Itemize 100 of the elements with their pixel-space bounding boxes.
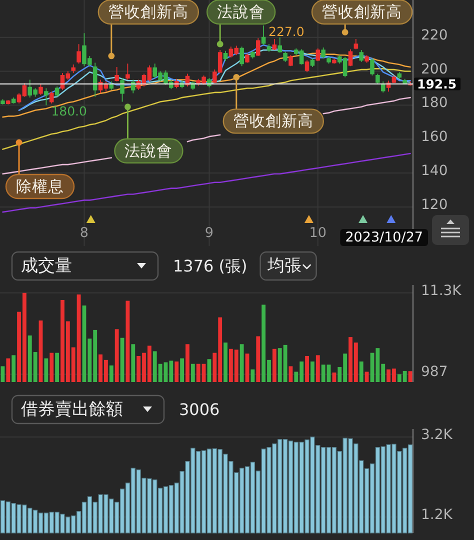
x-tick-label: 8: [80, 225, 89, 241]
y-tick-label: 3.2K: [421, 427, 454, 443]
chart-subtitle: 1376 (張): [173, 256, 248, 276]
candlestick: [261, 25, 266, 46]
candlestick: [283, 51, 288, 62]
y-tick-label: 160: [421, 129, 448, 146]
candlestick: [354, 38, 358, 50]
candlestick: [223, 50, 228, 62]
candlestick: [38, 84, 43, 96]
bar: [44, 358, 48, 382]
y-tick-label: 220: [421, 27, 448, 44]
candlestick: [278, 36, 282, 54]
annotation: 2023/10/27: [345, 230, 423, 246]
candlestick: [392, 75, 396, 84]
bar: [12, 355, 16, 382]
candlestick: [49, 91, 54, 104]
bar: [0, 366, 5, 382]
bar: [109, 365, 114, 382]
candlestick: [326, 56, 331, 64]
candlestick: [380, 80, 386, 93]
candlestick: [250, 50, 255, 59]
y-tick-label: 200: [421, 61, 448, 78]
candlestick: [321, 47, 326, 59]
bar: [190, 364, 195, 382]
data-label: 營收創新高: [322, 3, 402, 21]
point: [216, 40, 224, 48]
candlestick: [332, 58, 336, 64]
y-tick-label: 987: [421, 364, 448, 380]
candlestick: [348, 48, 353, 67]
point: [16, 139, 22, 146]
chart-subtitle: 3006: [179, 400, 220, 419]
bar: [186, 344, 190, 382]
text: 180.0: [51, 104, 87, 119]
candlestick: [376, 73, 380, 84]
bar: [250, 369, 255, 382]
chart-title: 借券賣出餘額: [21, 400, 123, 420]
candlestick: [266, 44, 272, 52]
candlestick: [92, 62, 98, 98]
bar: [408, 371, 412, 382]
bar: [288, 366, 293, 382]
y-tick-label: 11.3K: [421, 282, 462, 299]
bar: [55, 352, 60, 382]
ref-line-label: 192.5: [417, 76, 457, 92]
candlestick: [397, 72, 402, 80]
data-label: 除權息: [16, 178, 64, 196]
bar: [316, 355, 320, 382]
candlestick: [256, 38, 260, 56]
data-label: 營收創新高: [108, 3, 188, 21]
candlestick: [120, 78, 124, 102]
candlestick: [364, 54, 369, 64]
bar: [224, 342, 228, 382]
x-tick-label: 10: [309, 225, 326, 241]
candlestick: [240, 46, 244, 67]
candlestick: [71, 64, 76, 74]
bar: [50, 352, 54, 382]
bar: [305, 356, 309, 382]
y-tick-label: 1.2K: [421, 507, 454, 523]
data-label: 營收創新高: [233, 112, 314, 130]
point: [233, 74, 240, 80]
candlestick: [114, 66, 119, 82]
point: [108, 52, 115, 60]
candlestick: [310, 58, 315, 68]
bar: [207, 359, 212, 382]
bar: [131, 344, 136, 382]
y-tick-label: 140: [421, 163, 448, 180]
bar: [38, 320, 43, 382]
point: [124, 104, 131, 110]
candlestick: [44, 88, 48, 106]
chart-title: 成交量: [21, 256, 72, 276]
candlestick: [11, 97, 16, 104]
candlestick: [54, 86, 60, 98]
candlestick: [402, 78, 407, 84]
data-label: 法說會: [124, 142, 173, 160]
candlestick: [359, 50, 364, 62]
y-tick-label: 120: [421, 196, 448, 213]
candlestick: [304, 60, 310, 73]
point: [342, 29, 348, 36]
y-tick-label: 180: [421, 95, 448, 112]
bar: [364, 372, 369, 382]
data-label: 法說會: [217, 3, 266, 21]
candlestick: [316, 48, 320, 62]
bar: [240, 344, 244, 382]
bar: [180, 358, 184, 382]
text: 均張: [266, 256, 302, 276]
candlestick: [370, 58, 374, 76]
bar: [6, 358, 10, 382]
bar: [256, 336, 260, 382]
candlestick: [288, 54, 293, 67]
bar: [114, 329, 119, 382]
candlestick: [245, 52, 250, 64]
candlestick: [126, 63, 130, 80]
text: 227.0: [268, 24, 304, 39]
bar: [272, 348, 276, 382]
candlestick: [272, 38, 277, 50]
bar: [245, 354, 250, 382]
x-tick-label: 9: [204, 225, 214, 241]
candlestick: [6, 100, 10, 105]
candlestick: [0, 98, 5, 105]
bar: [332, 372, 336, 382]
bar: [174, 362, 179, 382]
